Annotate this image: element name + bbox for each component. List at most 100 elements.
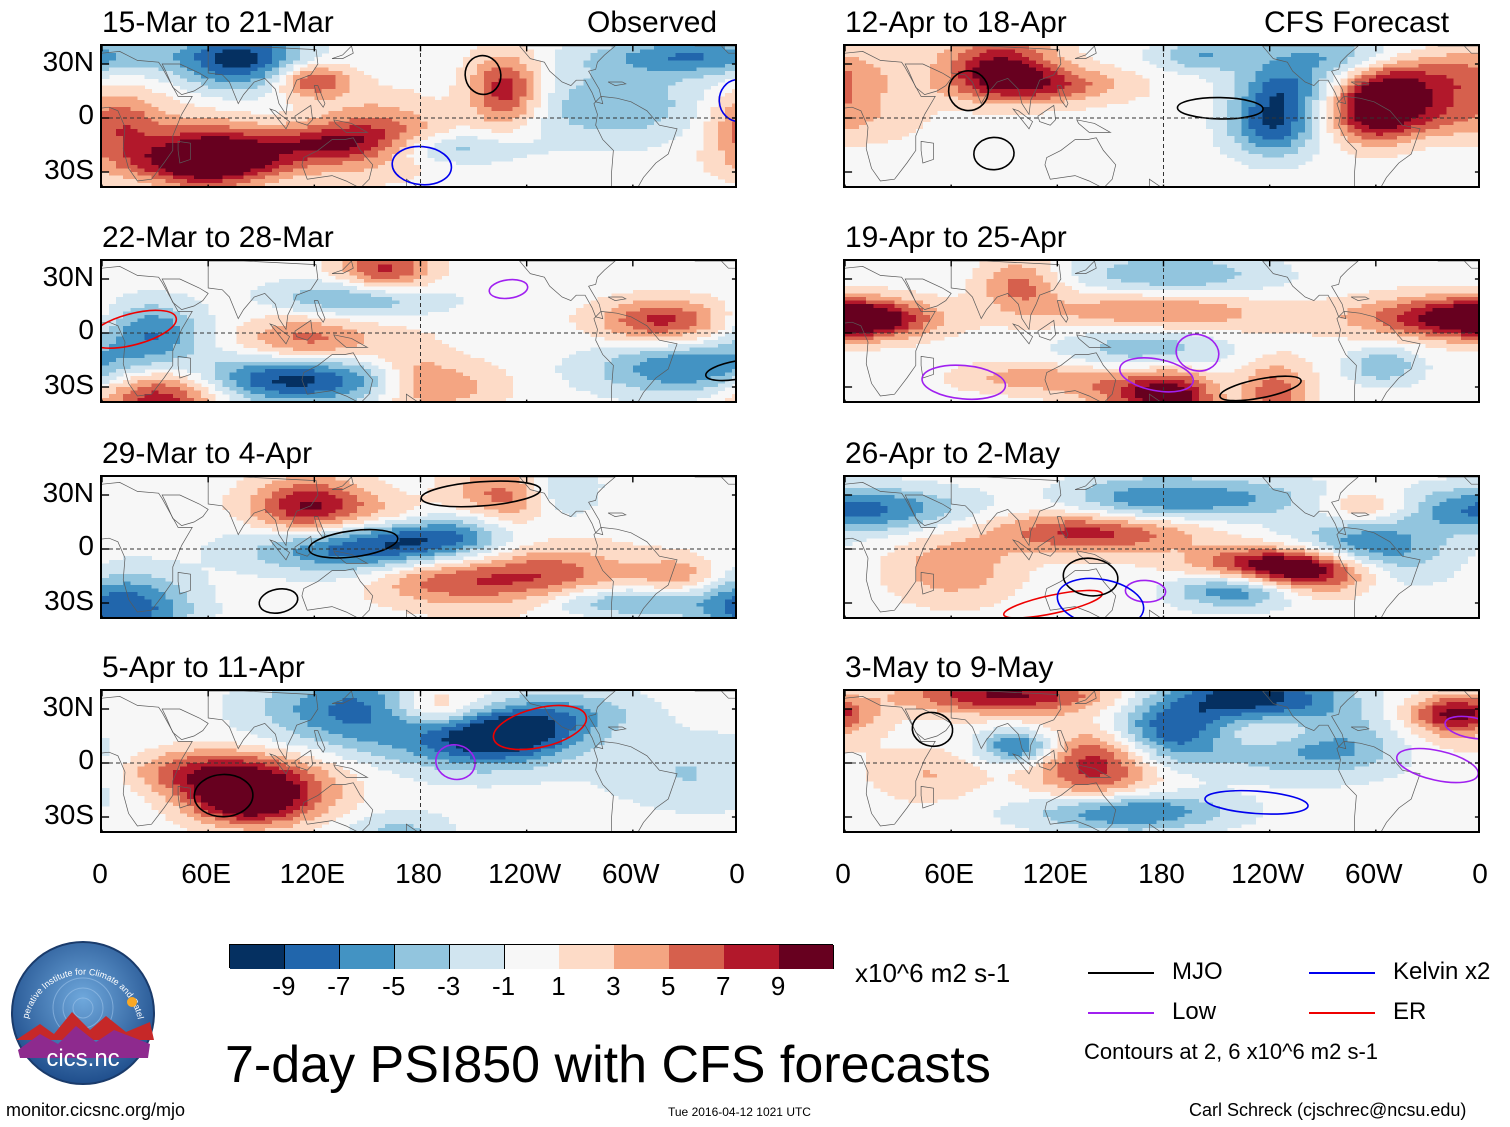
anomaly-cell <box>328 361 336 366</box>
anomaly-cell <box>597 118 605 122</box>
anomaly-cell <box>102 322 110 327</box>
anomaly-cell <box>257 161 266 166</box>
anomaly-cell <box>731 136 735 140</box>
anomaly-cell <box>250 369 259 373</box>
anomaly-cell <box>257 78 266 83</box>
anomaly-cell <box>731 92 735 97</box>
anomaly-cell <box>293 182 301 186</box>
anomaly-cell <box>165 397 174 401</box>
anomaly-cell <box>229 182 237 186</box>
anomaly-cell <box>576 379 584 384</box>
anomaly-cell <box>675 383 683 388</box>
anomaly-cell <box>724 164 733 169</box>
anomaly-cell <box>257 484 266 489</box>
anomaly-cell <box>123 92 131 97</box>
anomaly-cell <box>661 325 669 330</box>
anomaly-cell <box>328 82 336 86</box>
anomaly-cell <box>399 333 407 337</box>
anomaly-cell <box>165 172 174 176</box>
anomaly-cell <box>703 78 712 83</box>
anomaly-cell <box>286 372 294 377</box>
anomaly-cell <box>661 318 669 323</box>
anomaly-cell <box>618 390 627 395</box>
anomaly-cell <box>434 387 443 391</box>
anomaly-cell <box>689 325 697 330</box>
anomaly-cell <box>314 139 322 144</box>
anomaly-cell <box>349 477 358 481</box>
anomaly-cell <box>632 139 641 144</box>
anomaly-cell <box>300 390 308 395</box>
anomaly-cell <box>590 372 598 377</box>
anomaly-cell <box>533 64 542 68</box>
anomaly-cell <box>717 78 726 83</box>
anomaly-cell <box>328 480 336 485</box>
anomaly-cell <box>363 304 372 309</box>
anomaly-cell <box>109 333 117 337</box>
anomaly-cell <box>491 387 499 391</box>
anomaly-cell <box>646 300 655 305</box>
anomaly-cell <box>356 85 365 90</box>
anomaly-cell <box>314 369 322 373</box>
anomaly-cell <box>272 186 279 188</box>
anomaly-cell <box>258 186 265 188</box>
anomaly-cell <box>625 89 634 94</box>
anomaly-cell <box>370 121 379 126</box>
anomaly-cell <box>215 401 222 403</box>
anomaly-cell <box>420 268 428 273</box>
anomaly-cell <box>363 289 372 294</box>
anomaly-cell <box>321 85 329 90</box>
anomaly-cell <box>639 110 648 115</box>
anomaly-cell <box>470 390 478 395</box>
anomaly-cell <box>710 67 719 72</box>
anomaly-cell <box>420 333 428 337</box>
anomaly-cell <box>257 361 266 366</box>
anomaly-cell <box>208 358 216 363</box>
anomaly-cell <box>130 293 138 298</box>
anomaly-cell <box>278 282 287 287</box>
anomaly-cell <box>689 379 697 384</box>
anomaly-cell <box>583 85 591 90</box>
anomaly-cell <box>448 125 457 130</box>
anomaly-cell <box>569 85 577 90</box>
anomaly-cell <box>300 347 308 352</box>
anomaly-cell <box>554 146 563 151</box>
anomaly-cell <box>484 56 492 61</box>
anomaly-cell <box>420 351 428 355</box>
anomaly-cell <box>229 125 237 130</box>
anomaly-cell <box>576 67 584 72</box>
anomaly-cell <box>194 322 202 327</box>
anomaly-cell <box>158 358 167 363</box>
anomaly-cell <box>264 372 273 377</box>
anomaly-cell <box>654 304 662 309</box>
anomaly-cell <box>703 56 712 61</box>
anomaly-cell <box>505 103 513 108</box>
anomaly-cell <box>314 329 322 334</box>
anomaly-cell <box>668 71 676 76</box>
anomaly-cell <box>116 157 124 162</box>
anomaly-cell <box>731 110 735 115</box>
anomaly-cell <box>123 336 131 341</box>
anomaly-cell <box>378 268 386 273</box>
anomaly-cell <box>675 379 683 384</box>
anomaly-cell <box>434 347 443 352</box>
anomaly-cell <box>286 293 294 298</box>
anomaly-cell <box>286 340 294 345</box>
anomaly-cell <box>222 136 230 140</box>
anomaly-cell <box>661 82 669 86</box>
anomaly-cell <box>123 318 131 323</box>
anomaly-cell <box>512 146 520 151</box>
anomaly-cell <box>272 401 279 403</box>
anomaly-cell <box>250 143 259 148</box>
coastline <box>695 46 737 53</box>
anomaly-cell <box>399 179 407 184</box>
anomaly-cell <box>257 143 266 148</box>
anomaly-cell <box>102 114 110 119</box>
anomaly-cell <box>286 128 294 133</box>
anomaly-cell <box>632 379 641 384</box>
anomaly-cell <box>293 484 301 489</box>
anomaly-cell <box>505 146 513 151</box>
anomaly-cell <box>646 132 655 137</box>
anomaly-cell <box>321 340 329 345</box>
anomaly-cell <box>350 401 357 403</box>
anomaly-cell <box>455 379 464 384</box>
